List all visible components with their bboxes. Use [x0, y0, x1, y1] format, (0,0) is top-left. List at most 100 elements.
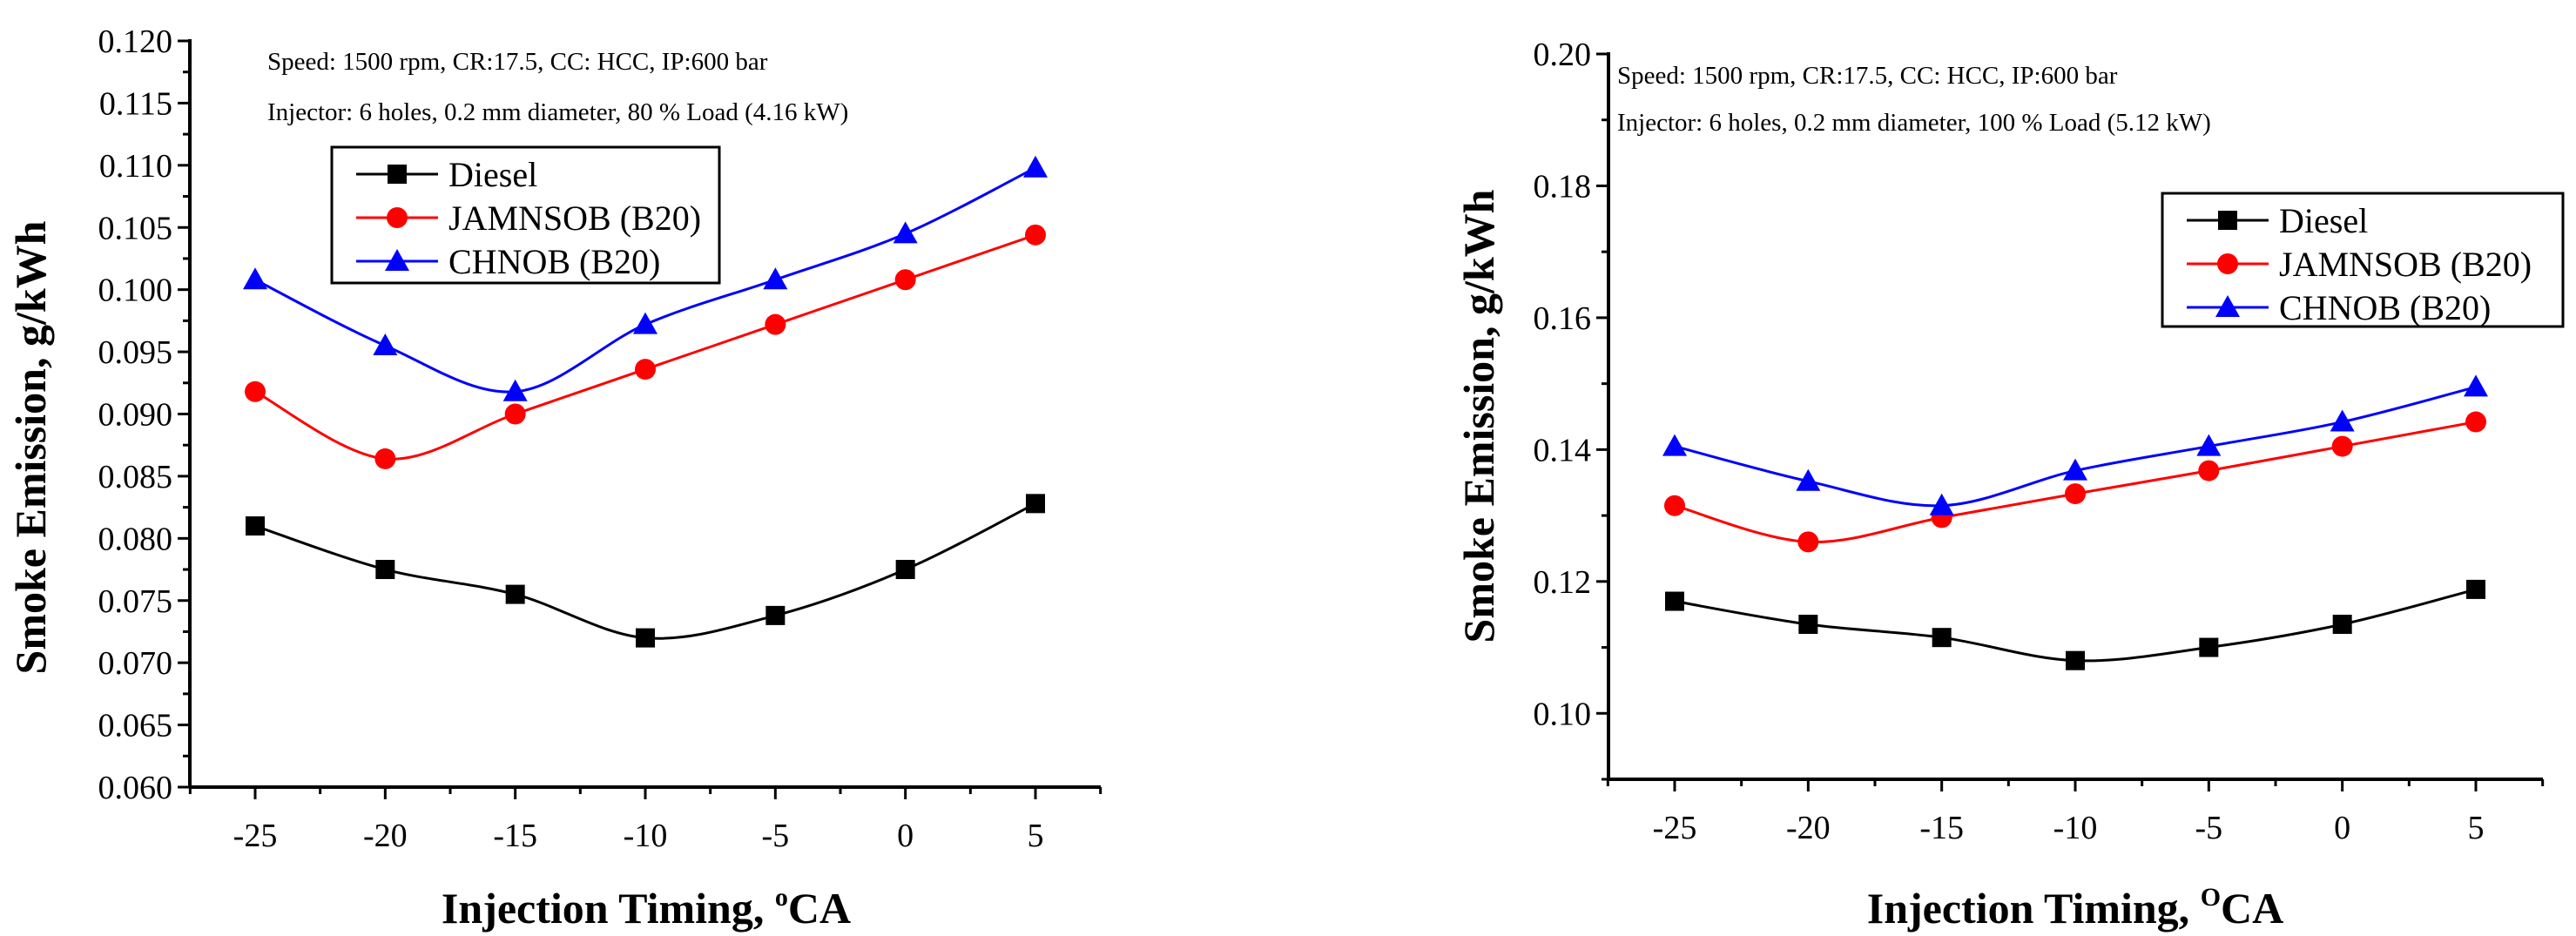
data-point-circle [2331, 435, 2353, 457]
annotation-text: Speed: 1500 rpm, CR:17.5, CC: HCC, IP:60… [1617, 62, 2118, 90]
data-point-circle [374, 448, 396, 469]
data-point-triangle [502, 379, 528, 401]
chart-panel-2: 0.10 0.12 0.14 0.16 0.18 0.20 -25 -20 -15 -10 -5 0 5… [1454, 37, 2565, 933]
data-point-triangle [2196, 434, 2222, 456]
y-tick-label: 0.075 [98, 583, 173, 620]
x-tick-label: -5 [2195, 810, 2223, 846]
series-jamnsob [1664, 411, 2486, 553]
y-tick-label: 0.120 [98, 24, 173, 60]
data-point-square [1026, 494, 1045, 514]
chart-panel-1: 0.060 0.065 0.070 0.075 0.080 0.085 0.090 0.095… [6, 24, 1103, 933]
y-tick-label: 0.20 [1534, 37, 1592, 73]
legend-label: JAMNSOB (B20) [2279, 245, 2532, 284]
data-point-triangle [2464, 374, 2488, 397]
data-point-triangle [1023, 155, 1048, 178]
legend-marker-circle [387, 207, 408, 228]
x-tick-label: 0 [897, 818, 914, 854]
x-axis-title-text: Injection Timing, [1867, 884, 2201, 933]
legend-marker-square [2218, 211, 2237, 230]
x-axis-title-unit: CA [2221, 884, 2283, 933]
data-point-circle [1025, 224, 1046, 246]
y-tick-label: 0.110 [99, 148, 172, 185]
legend-marker-circle [2217, 253, 2238, 274]
y-tick-label: 0.18 [1534, 168, 1592, 205]
y-tick-label: 0.16 [1534, 300, 1592, 337]
data-point-circle [245, 380, 266, 402]
y-tick-label: 0.115 [99, 85, 172, 122]
data-point-circle [894, 269, 916, 291]
data-point-square [2066, 650, 2085, 670]
series-line [1674, 588, 2477, 663]
data-point-triangle [1796, 468, 1821, 491]
data-point-square [1665, 591, 1684, 611]
x-axis-title-unit: CA [788, 884, 851, 933]
data-point-square [2332, 615, 2352, 635]
data-point-square [2466, 579, 2485, 599]
series-chnob [243, 155, 1048, 401]
series-diesel [1665, 579, 2485, 670]
x-axis-title: Injection Timing, OCA [1867, 883, 2284, 933]
x-tick-label: 0 [2334, 810, 2350, 846]
y-axis-title: Smoke Emission, g/kWh [1454, 189, 1503, 643]
x-tick-label: -20 [1786, 810, 1831, 846]
data-point-circle [635, 359, 656, 380]
x-tick-label: -5 [762, 818, 790, 854]
y-tick-label: 0.12 [1534, 564, 1592, 601]
x-tick-label: -10 [2053, 810, 2098, 846]
data-point-circle [765, 313, 786, 335]
legend-label: CHNOB (B20) [448, 242, 660, 281]
y-axis-title: Smoke Emission, g/kWh [6, 220, 55, 674]
x-axis-title-degree: o [775, 883, 788, 912]
data-point-circle [504, 403, 526, 425]
x-tick-label: -25 [1653, 810, 1697, 846]
y-tick-label: 0.10 [1534, 696, 1592, 732]
y-tick-label: 0.085 [98, 459, 173, 495]
data-point-square [1798, 615, 1818, 635]
series-chnob [1662, 374, 2488, 515]
data-point-square [895, 560, 915, 580]
y-tick-label: 0.070 [98, 645, 173, 682]
data-point-triangle [893, 221, 918, 244]
data-point-circle [2465, 411, 2486, 433]
data-point-circle [2065, 483, 2086, 505]
x-tick-label: -15 [1919, 810, 1964, 846]
data-point-triangle [633, 312, 657, 334]
x-tick-label: -20 [363, 818, 408, 854]
data-point-square [505, 584, 525, 604]
y-tick-label: 0.060 [98, 770, 173, 806]
series-jamnsob [245, 224, 1046, 469]
data-point-triangle [763, 267, 788, 290]
x-tick-label: -10 [624, 818, 668, 854]
legend-label: Diesel [2279, 201, 2368, 240]
data-point-circle [2198, 460, 2220, 481]
legend-label: CHNOB (B20) [2279, 288, 2491, 327]
y-tick-label: 0.065 [98, 708, 173, 744]
data-point-triangle [2330, 409, 2355, 432]
y-tick-label: 0.105 [98, 210, 173, 246]
x-tick-label: -25 [233, 818, 278, 854]
legend-marker-triangle [2215, 295, 2240, 317]
data-point-triangle [1929, 493, 1954, 515]
data-point-square [246, 516, 265, 536]
legend-marker-square [388, 165, 407, 184]
data-point-circle [1664, 495, 1685, 516]
data-point-triangle [243, 267, 267, 290]
data-point-square [2199, 637, 2219, 657]
series-line [254, 502, 1036, 640]
legend-label: Diesel [448, 155, 537, 194]
y-tick-label: 0.100 [98, 273, 173, 309]
data-point-square [636, 628, 655, 648]
series-diesel [246, 494, 1045, 648]
legend-label: JAMNSOB (B20) [448, 199, 701, 238]
y-tick-label: 0.090 [98, 397, 173, 434]
data-point-circle [1797, 531, 1819, 553]
data-point-square [1932, 628, 1952, 648]
x-tick-label: -15 [493, 818, 537, 854]
data-point-triangle [1662, 434, 1687, 456]
y-tick-label: 0.095 [98, 334, 173, 371]
x-axis-title: Injection Timing, oCA [442, 883, 851, 933]
annotation-text: Speed: 1500 rpm, CR:17.5, CC: HCC, IP:60… [267, 48, 768, 76]
y-tick-label: 0.080 [98, 521, 173, 557]
data-point-square [765, 605, 786, 625]
